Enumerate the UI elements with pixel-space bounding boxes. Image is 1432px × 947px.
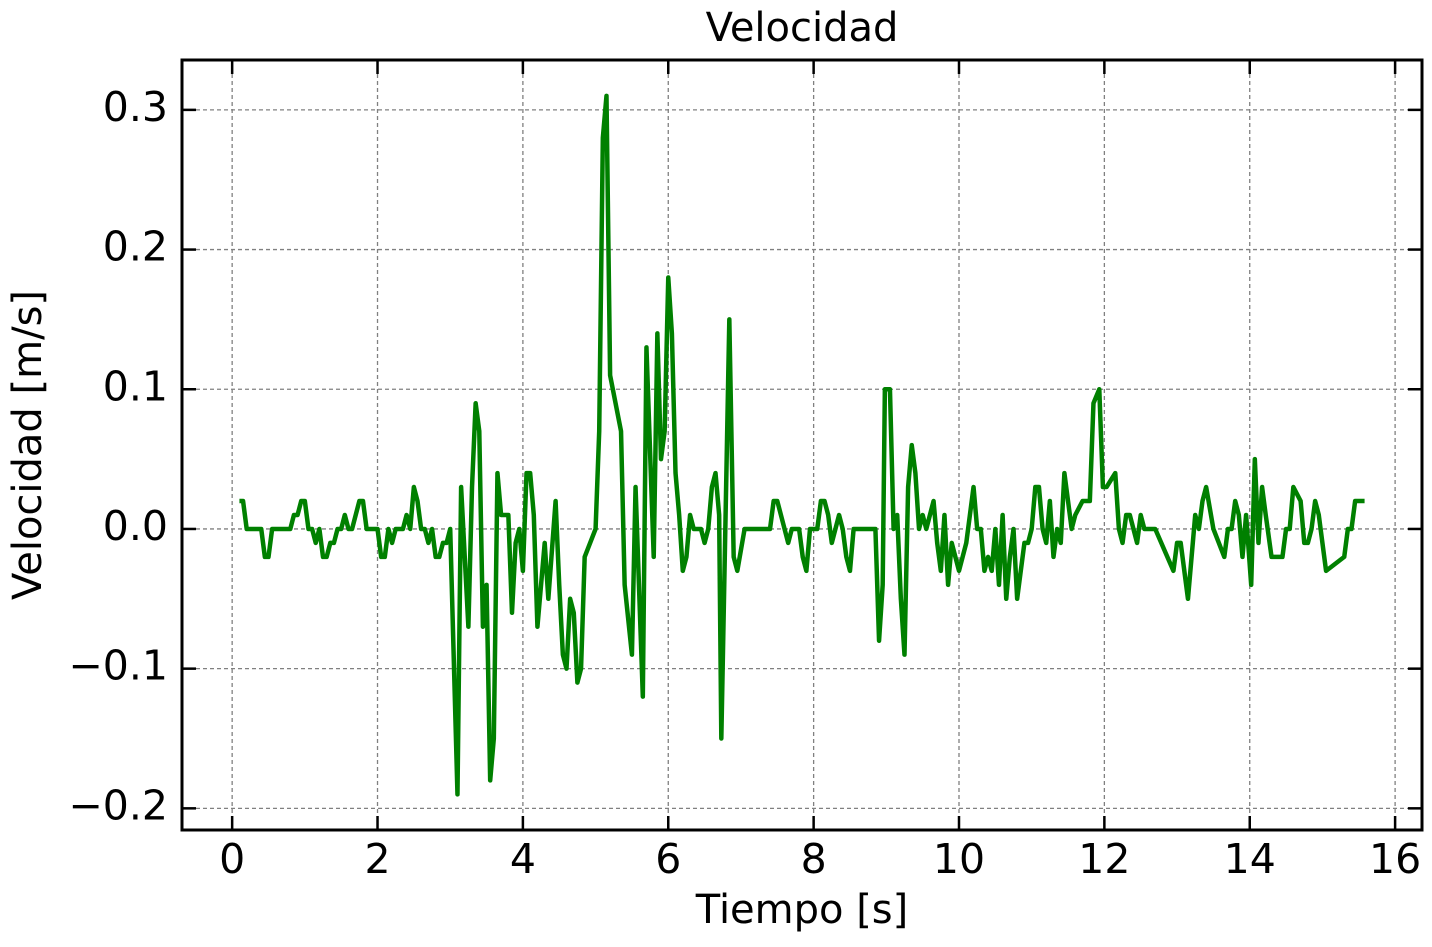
chart-title: Velocidad [706,5,899,51]
x-tick-label: 0 [219,835,245,883]
x-tick-label: 6 [655,835,681,883]
y-tick-label: −0.1 [68,642,168,690]
grid [182,60,1422,830]
x-tick-label: 4 [510,835,536,883]
y-tick-label: 0.0 [103,502,168,550]
x-tick-label: 12 [1078,835,1130,883]
x-tick-label: 8 [801,835,827,883]
y-tick-label: 0.2 [103,223,168,271]
axes-frame [180,58,1424,832]
x-tick-label: 2 [364,835,390,883]
y-tick-label: −0.2 [68,781,168,829]
x-tick-label: 16 [1369,835,1421,883]
y-tick-label: 0.1 [103,362,168,410]
data-line [239,93,1365,797]
x-axis-label: Tiempo [s] [695,887,909,933]
x-tick-label: 10 [933,835,985,883]
x-tick-label: 14 [1224,835,1276,883]
y-tick-label: 0.3 [103,83,168,131]
y-axis-label: Velocidad [m/s] [5,290,51,600]
plot [239,93,1365,797]
